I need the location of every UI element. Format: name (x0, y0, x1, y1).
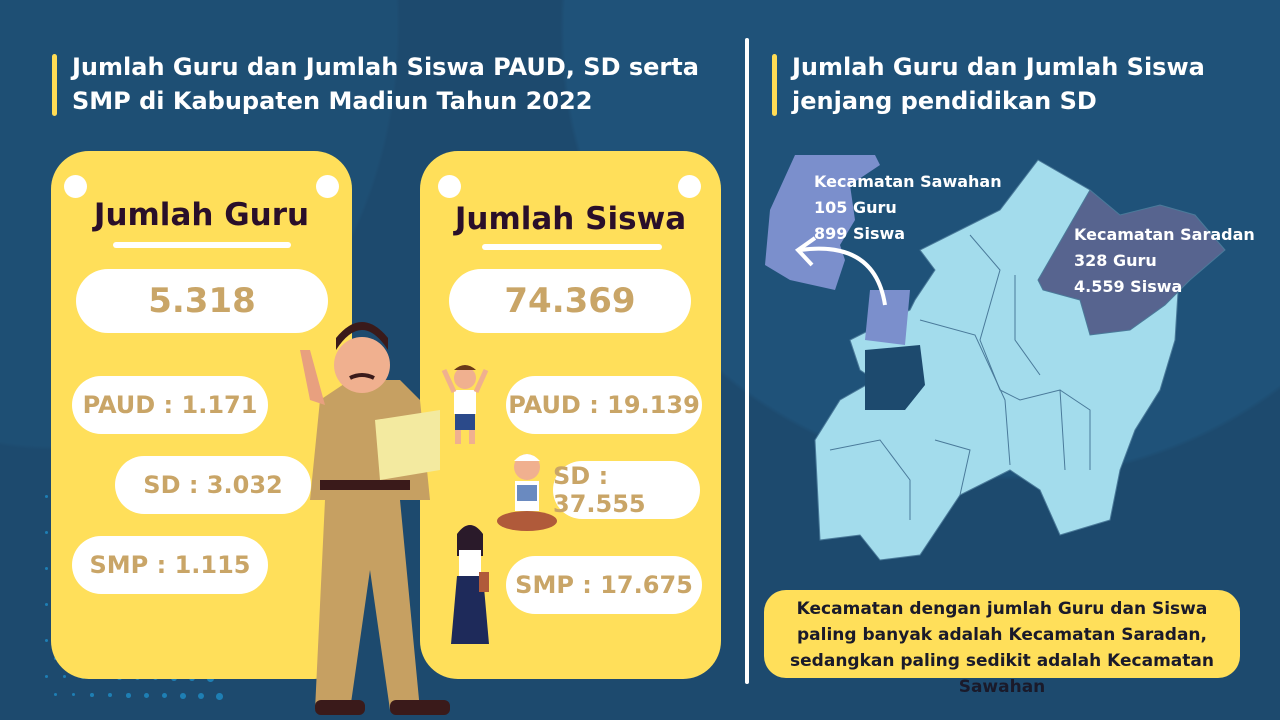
card-hole (64, 175, 87, 198)
decorative-dot (126, 693, 131, 698)
map-region-sawahan (765, 155, 880, 290)
title-underline (482, 244, 662, 250)
card-hole (316, 175, 339, 198)
decorative-dot (54, 693, 57, 696)
decorative-dot (45, 675, 48, 678)
decorative-dot (45, 639, 48, 642)
sawahan-label: Kecamatan Sawahan 105 Guru 899 Siswa (814, 169, 1002, 247)
decorative-dot (180, 693, 186, 699)
arrow-icon (799, 246, 887, 306)
guru-card-title: Jumlah Guru (93, 197, 310, 233)
decorative-dot (108, 693, 113, 698)
siswa-sd: SD : 37.555 (553, 461, 700, 519)
madiun-map (765, 155, 1226, 561)
card-hole (678, 175, 701, 198)
title-underline (113, 242, 291, 248)
guru-total: 5.318 (76, 269, 328, 333)
student-icon (451, 525, 489, 644)
teacher-illustration (300, 322, 450, 715)
summary-note: Kecamatan dengan jumlah Guru dan Siswa p… (764, 590, 1240, 697)
decorative-dot (90, 693, 94, 697)
student-icon (441, 365, 489, 444)
siswa-paud: PAUD : 19.139 (506, 376, 702, 434)
guru-smp: SMP : 1.115 (72, 536, 268, 594)
decorative-dot (63, 675, 67, 679)
decorative-dot (198, 693, 205, 700)
sawahan-name: Kecamatan Sawahan (814, 172, 1002, 191)
map-hole (865, 345, 925, 410)
decorative-dot (144, 693, 149, 698)
saradan-guru: 328 Guru (1074, 251, 1157, 270)
map-region-sawahan (865, 290, 910, 345)
decorative-dot (45, 495, 48, 498)
siswa-total: 74.369 (449, 269, 691, 333)
saradan-name: Kecamatan Saradan (1074, 225, 1255, 244)
decorative-dot (45, 567, 48, 570)
map-region-saradan (1037, 189, 1226, 336)
left-title: Jumlah Guru dan Jumlah Siswa PAUD, SD se… (52, 50, 712, 118)
guru-sd: SD : 3.032 (115, 456, 311, 514)
guru-paud: PAUD : 1.171 (72, 376, 268, 434)
right-title: Jumlah Guru dan Jumlah Siswa jenjang pen… (772, 50, 1212, 118)
card-hole (438, 175, 461, 198)
sawahan-siswa: 899 Siswa (814, 224, 906, 243)
student-icon (497, 454, 557, 531)
sawahan-guru: 105 Guru (814, 198, 897, 217)
decorative-dot (162, 693, 168, 699)
saradan-label: Kecamatan Saradan 328 Guru 4.559 Siswa (1074, 222, 1255, 300)
decorative-dot (45, 531, 48, 534)
guru-card: Jumlah Guru 5.318 PAUD : 1.171 SD : 3.03… (51, 151, 352, 679)
decorative-dot (216, 693, 223, 700)
saradan-siswa: 4.559 Siswa (1074, 277, 1183, 296)
siswa-smp: SMP : 17.675 (506, 556, 702, 614)
decorative-dot (72, 693, 76, 697)
divider (745, 38, 749, 684)
decorative-dot (45, 603, 48, 606)
siswa-card-title: Jumlah Siswa (454, 201, 687, 237)
